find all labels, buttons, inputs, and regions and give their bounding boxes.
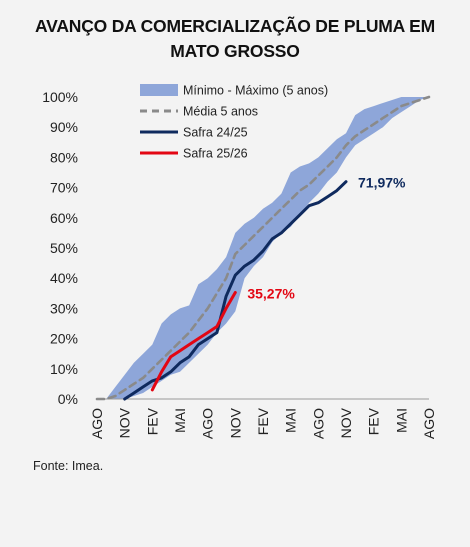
legend-label-1: Média 5 anos [183,105,258,119]
x-tick-label: MAI [172,408,188,433]
y-tick-label: 70% [50,180,78,196]
series-layer [95,95,431,401]
legend: Mínimo - Máximo (5 anos) Média 5 anos Safr… [140,84,328,161]
y-tick-label: 50% [50,240,78,256]
chart-title-line2: MATO GROSSO [170,41,300,61]
end-label-2: 35,27% [247,285,295,301]
y-tick-label: 60% [50,210,78,226]
band-min-max-area [97,97,429,399]
x-tick-label: FEV [255,407,271,435]
x-tick-label: MAI [393,408,409,433]
y-tick-label: 30% [50,300,78,316]
legend-label-2: Safra 24/25 [183,126,248,140]
x-tick-label: AGO [89,408,105,439]
x-tick-label: AGO [421,408,437,439]
legend-swatch-band [140,84,178,96]
x-tick-label: NOV [338,407,354,438]
x-tick-label: AGO [310,408,326,439]
y-tick-label: 100% [42,89,78,105]
legend-label-0: Mínimo - Máximo (5 anos) [183,84,328,98]
series-line-0 [95,95,431,401]
x-tick-label: FEV [366,407,382,435]
y-tick-label: 80% [50,149,78,165]
y-tick-label: 10% [50,361,78,377]
x-tick-label: NOV [117,407,133,438]
chart-title: AVANÇO DA COMERCIALIZAÇÃO DE PLUMA EM MA… [0,14,470,64]
end-label-1: 71,97% [358,175,406,191]
y-tick-label: 0% [58,391,78,407]
band-layer [97,97,429,399]
x-tick-label: AGO [200,408,216,439]
y-tick-label: 40% [50,270,78,286]
chart-title-line1: AVANÇO DA COMERCIALIZAÇÃO DE PLUMA EM [35,16,435,36]
y-tick-label: 90% [50,119,78,135]
label-layer: 71,97% 35,27% [247,175,406,302]
source-note: Fonte: Imea. [33,459,104,473]
x-tick-label: NOV [227,407,243,438]
axes-layer: 0% 10% 20% 30% 40% 50% 60% 70% 80% 90% 100% AGO NOV F… [42,89,437,439]
y-tick-label: 20% [50,331,78,347]
legend-label-3: Safra 25/26 [183,147,248,161]
x-tick-label: FEV [144,407,160,435]
series-line-2 [150,291,237,392]
x-tick-label: MAI [283,408,299,433]
series-line-1 [123,180,348,401]
